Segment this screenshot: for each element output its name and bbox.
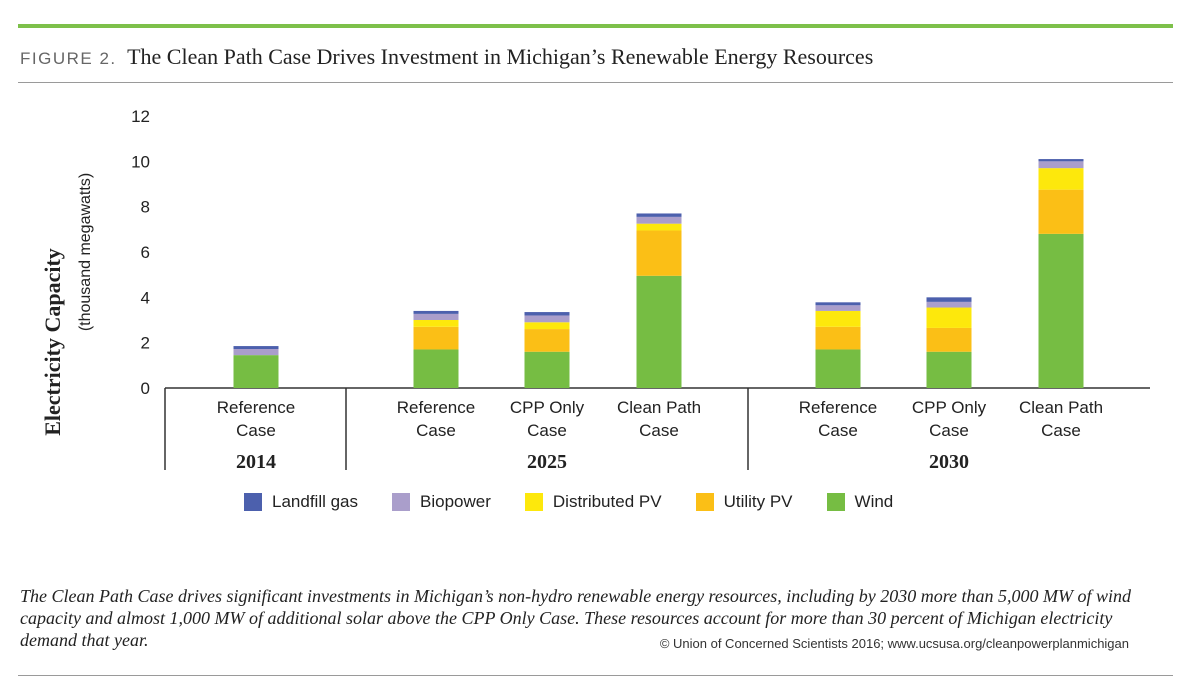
x-category-label: Reference [217,398,295,417]
legend-swatch [524,493,543,511]
legend-label: Wind [854,492,894,511]
bar-segment-landfill-gas [413,310,459,314]
y-tick-label: 12 [131,107,150,126]
y-tick-label: 6 [141,243,150,262]
bar-segment-biopower [233,349,279,356]
legend-swatch [695,493,714,511]
x-category-label: Case [527,421,567,440]
x-category-label: Case [929,421,969,440]
y-axis-title: Electricity Capacity [40,248,65,436]
y-tick-label: 0 [141,379,150,398]
x-category-label: Clean Path [1019,398,1103,417]
bar-segment-biopower [524,315,570,323]
bar-segment-biopower [926,301,972,308]
bar-segment-distributed-pv [524,322,570,330]
x-group-label: 2014 [236,451,276,473]
bar-segment-wind [926,351,972,388]
bar-segment-wind [524,351,570,388]
legend-label: Distributed PV [552,492,662,511]
y-tick-label: 8 [141,198,150,217]
bar-segment-biopower [1038,161,1084,169]
bar-segment-landfill-gas [636,213,682,217]
bar-segment-utility-pv [413,326,459,350]
y-tick-label: 4 [141,288,150,307]
bar-segment-landfill-gas [926,297,972,302]
x-category-label: CPP Only [510,398,585,417]
top-accent-bar [18,24,1173,28]
figure-caption: The Clean Path Case drives significant i… [20,586,1132,650]
legend-item: Distributed PV [524,492,662,512]
bar-segment-wind [1038,233,1084,388]
x-category-label: Case [1041,421,1081,440]
bottom-divider [18,675,1173,676]
x-group-label: 2030 [929,451,969,473]
figure-title-text: The Clean Path Case Drives Investment in… [127,44,874,69]
bar-segment-wind [413,349,459,388]
title-divider [18,82,1173,83]
bar-segment-landfill-gas [815,302,861,306]
chart-legend: Landfill gas Biopower Distributed PV Utilit… [244,492,927,512]
bar-segment-biopower [636,216,682,224]
x-category-label: Clean Path [617,398,701,417]
x-category-label: Case [639,421,679,440]
legend-item: Utility PV [695,492,793,512]
bar-segment-biopower [815,305,861,311]
legend-swatch [826,493,845,511]
figure-title: FIGURE 2. The Clean Path Case Drives Inv… [20,44,873,70]
figure-label: FIGURE 2. [20,49,117,68]
bar-segment-distributed-pv [636,223,682,231]
bar-segment-utility-pv [926,327,972,352]
bar-segment-utility-pv [815,326,861,350]
y-axis-subtitle: (thousand megawatts) [77,173,94,331]
bar-segment-distributed-pv [815,310,861,327]
bar-segment-landfill-gas [1038,159,1084,162]
legend-label: Utility PV [723,492,793,511]
bar-segment-wind [233,355,279,388]
bar-segment-landfill-gas [233,346,279,350]
legend-swatch [392,493,411,511]
bar-segment-biopower [413,313,459,320]
x-category-label: Reference [397,398,475,417]
legend-label: Biopower [420,492,491,511]
bar-segment-distributed-pv [1038,168,1084,190]
bar-segment-distributed-pv [926,307,972,328]
bar-segment-utility-pv [1038,189,1084,234]
y-tick-label: 10 [131,152,150,171]
bar-segment-landfill-gas [524,312,570,316]
x-group-label: 2025 [527,451,567,473]
copyright-credit: © Union of Concerned Scientists 2016; ww… [659,636,1129,651]
x-category-label: Case [818,421,858,440]
bar-segment-utility-pv [636,230,682,276]
bar-segment-distributed-pv [413,320,459,327]
legend-item: Wind [826,492,894,512]
bar-segment-utility-pv [524,329,570,352]
x-category-label: CPP Only [912,398,987,417]
legend-item: Landfill gas [244,492,358,512]
legend-label: Landfill gas [272,492,359,511]
legend-swatch [244,493,262,511]
x-category-label: Case [416,421,456,440]
stacked-bar-chart: 0 2 4 6 8 10 12 Electricity Capacity (thousand m… [40,107,1150,473]
x-category-label: Case [236,421,276,440]
bar-segment-wind [815,349,861,388]
x-category-label: Reference [799,398,877,417]
bar-segment-wind [636,275,682,388]
y-tick-label: 2 [141,334,150,353]
legend-item: Biopower [392,492,491,512]
